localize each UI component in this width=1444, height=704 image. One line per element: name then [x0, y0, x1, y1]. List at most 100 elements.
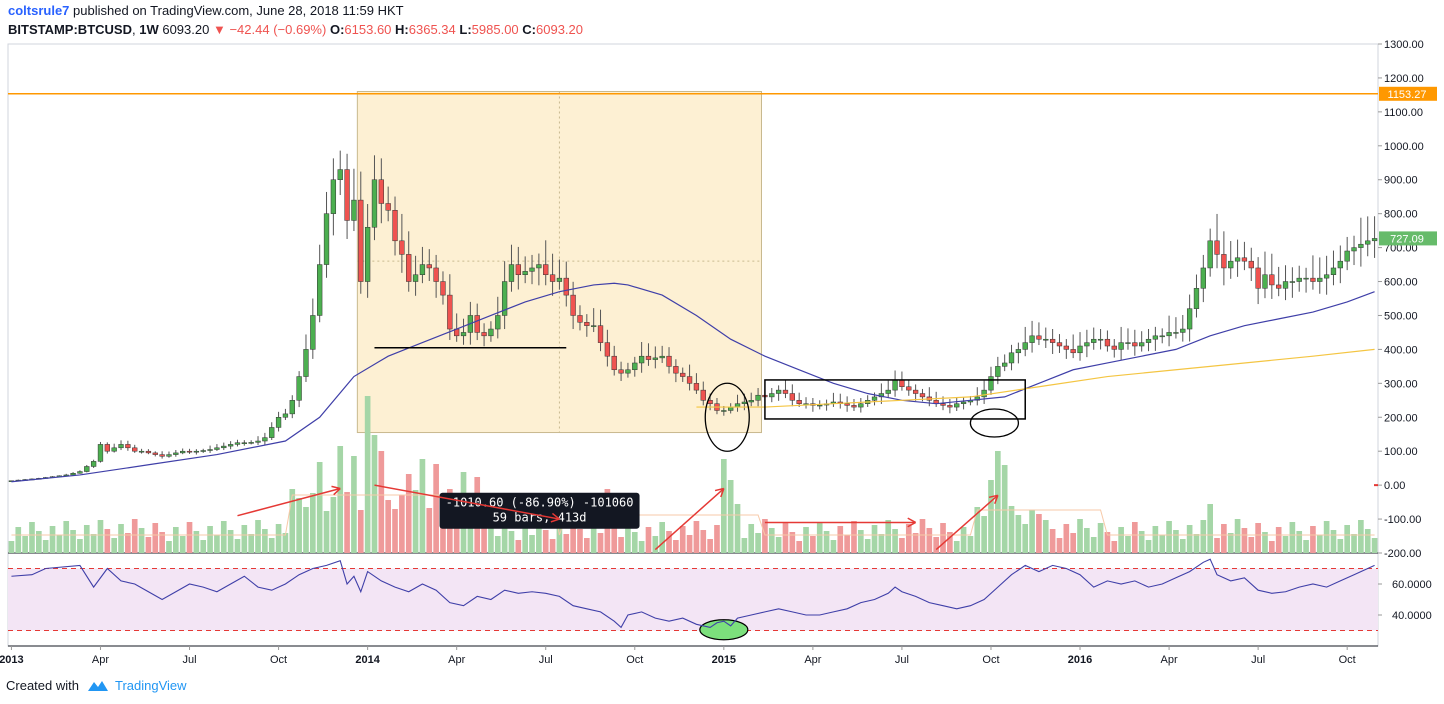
price-tick-label: 100.00 [1384, 446, 1418, 458]
interval: 1W [139, 22, 159, 37]
candle-body [1221, 254, 1227, 269]
volume-bar [83, 525, 90, 553]
volume-bar [590, 524, 597, 553]
volume-bar [1015, 515, 1022, 553]
volume-bar [768, 528, 775, 553]
candle-body [1193, 288, 1200, 309]
volume-bar [1090, 537, 1097, 553]
candle-body [1276, 284, 1282, 289]
candle-body [1330, 267, 1337, 275]
volume-bar [1364, 529, 1371, 553]
candle-body [378, 179, 384, 204]
time-tick-label: Jul [895, 654, 909, 666]
candle-body [77, 471, 83, 474]
volume-bar [1289, 522, 1296, 553]
candle-body [899, 379, 905, 387]
volume-bar [1234, 519, 1241, 553]
volume-bar [494, 536, 501, 553]
author-link[interactable]: coltsrule7 [8, 3, 70, 18]
volume-bar [29, 522, 35, 553]
candle-body [892, 379, 898, 391]
candle-body [282, 413, 289, 418]
volume-bar [673, 540, 679, 553]
rsi-highlight-oval [699, 619, 749, 641]
candle-body [1344, 250, 1350, 262]
volume-bar [1221, 524, 1227, 553]
candle-body [1365, 240, 1371, 245]
arrow-up-1-head [331, 485, 341, 496]
candle-body [1214, 240, 1220, 255]
volume-bar [851, 521, 857, 553]
volume-bar [933, 537, 939, 553]
volume-bar [501, 522, 508, 553]
candle-body [186, 450, 193, 453]
volume-bar [1138, 531, 1145, 553]
candle-body [1317, 277, 1323, 282]
candle-body [1282, 281, 1289, 289]
candle-body [1036, 335, 1042, 340]
candle-body [399, 240, 405, 255]
candle-body [1207, 240, 1213, 269]
time-tick-label: Oct [982, 654, 999, 666]
candle-body [919, 393, 926, 398]
volume-bar [268, 538, 275, 553]
highlight-circle-1 [704, 382, 750, 452]
tradingview-link[interactable]: TradingView [114, 678, 187, 693]
volume-bar [138, 528, 145, 553]
volume-bar [481, 511, 487, 553]
candle-body [1139, 342, 1145, 347]
candle-body [474, 315, 480, 333]
arrow-up-2 [654, 487, 725, 551]
volume-bar [529, 535, 535, 553]
volume-bar [748, 524, 755, 553]
candle-body [1159, 335, 1165, 338]
volume-bar [864, 539, 871, 553]
volume-bar [611, 528, 618, 553]
candle-body [1056, 342, 1063, 347]
price-tick-label: 600.00 [1384, 277, 1418, 289]
candle-body [988, 376, 994, 391]
volume-bar [1193, 534, 1200, 553]
measure-label-bg [439, 492, 640, 529]
volume-bar [207, 526, 213, 553]
volume-bar [378, 451, 385, 553]
volume-bar [810, 536, 816, 553]
candle-body [1029, 335, 1035, 343]
price-tick-label: 900.00 [1384, 175, 1418, 187]
candle-body [460, 332, 467, 337]
candle-body [1310, 277, 1316, 282]
volume-bar [1316, 535, 1323, 553]
candle-body [358, 199, 364, 282]
candle-body [940, 403, 946, 406]
volume-bar [1241, 528, 1248, 553]
volume-bar [645, 527, 652, 553]
candle-body [851, 405, 857, 408]
candle-body [317, 264, 323, 316]
volume-bar [1173, 530, 1179, 553]
candle-body [207, 449, 213, 451]
time-tick-label: 2016 [1068, 654, 1092, 666]
candle-body [159, 454, 165, 457]
volume-bar [1145, 540, 1152, 553]
candle-body [296, 376, 302, 401]
candle-body [433, 267, 439, 282]
candle-body [447, 294, 453, 330]
candle-body [981, 389, 987, 398]
volume-bar [296, 498, 302, 553]
volume-bar [721, 459, 727, 553]
candle-body [193, 450, 200, 453]
volume-bar [1042, 520, 1049, 553]
candle-body [522, 271, 528, 275]
candle-body [406, 254, 412, 282]
volume-bar [638, 541, 645, 553]
volume-bar [1255, 523, 1261, 553]
arrow-down-1 [374, 484, 560, 520]
price-tick-label: 200.00 [1384, 412, 1418, 424]
candle-body [577, 315, 583, 323]
candle-body [700, 389, 706, 401]
candle-body [625, 369, 631, 374]
time-tick-label: Apr [92, 654, 109, 666]
price-badge [1379, 231, 1437, 246]
volume-bar [8, 541, 15, 553]
